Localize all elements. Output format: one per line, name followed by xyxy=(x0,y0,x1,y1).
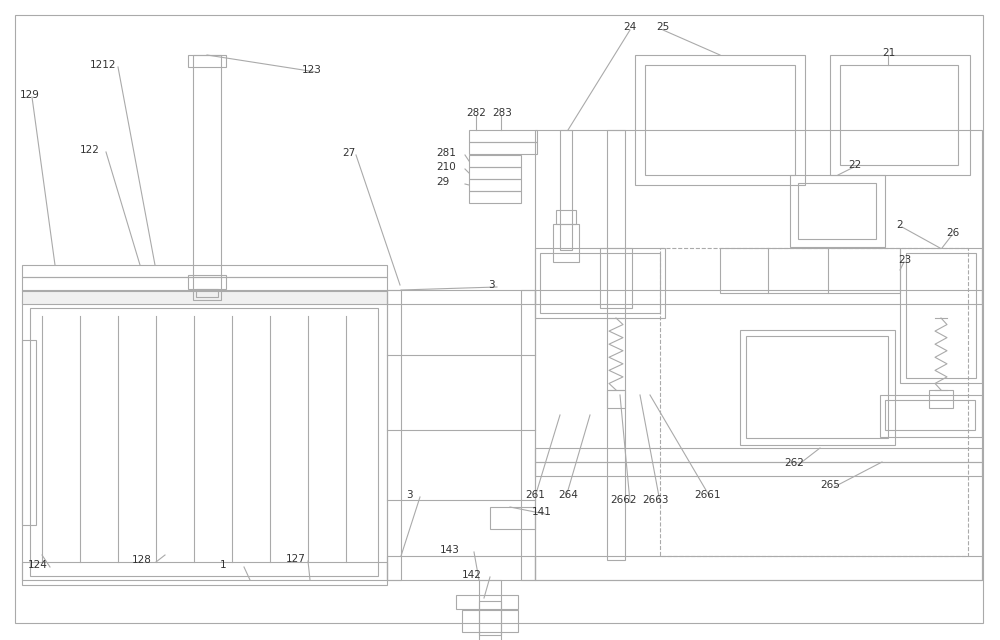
Text: 261: 261 xyxy=(525,490,545,500)
Bar xyxy=(196,289,218,297)
Bar xyxy=(740,330,895,445)
Bar xyxy=(600,248,632,308)
Text: 262: 262 xyxy=(784,458,804,468)
Bar xyxy=(22,265,387,277)
Text: 1: 1 xyxy=(220,560,227,570)
Text: 143: 143 xyxy=(440,545,460,555)
Text: 210: 210 xyxy=(436,162,456,172)
Bar xyxy=(840,65,958,165)
Bar xyxy=(469,179,521,191)
Bar xyxy=(535,130,982,580)
Bar xyxy=(607,130,625,560)
Bar xyxy=(469,167,521,179)
Bar xyxy=(880,395,982,437)
Bar xyxy=(635,55,805,185)
Text: 3: 3 xyxy=(488,280,495,290)
Bar xyxy=(607,390,625,408)
Bar xyxy=(22,290,387,304)
Bar xyxy=(462,610,518,632)
Text: 127: 127 xyxy=(286,554,306,564)
Bar xyxy=(30,308,378,576)
Bar xyxy=(479,580,501,635)
Bar xyxy=(193,55,221,300)
Text: 21: 21 xyxy=(882,48,895,58)
Bar xyxy=(660,248,968,556)
Bar xyxy=(553,224,579,262)
Bar xyxy=(188,275,226,289)
Bar xyxy=(798,183,876,239)
Bar xyxy=(906,253,976,378)
Text: 2661: 2661 xyxy=(694,490,720,500)
Bar xyxy=(790,175,885,247)
Bar xyxy=(746,336,888,438)
Bar xyxy=(556,210,576,224)
Text: 129: 129 xyxy=(20,90,40,100)
Bar xyxy=(22,277,387,291)
Bar xyxy=(387,556,535,580)
Bar xyxy=(469,142,537,154)
Bar xyxy=(645,65,795,175)
Bar xyxy=(830,55,970,175)
Text: 26: 26 xyxy=(946,228,959,238)
Text: 123: 123 xyxy=(302,65,322,75)
Text: 25: 25 xyxy=(656,22,669,32)
Text: 3: 3 xyxy=(406,490,413,500)
Text: 22: 22 xyxy=(848,160,861,170)
Text: 122: 122 xyxy=(80,145,100,155)
Bar xyxy=(535,448,982,462)
Bar xyxy=(540,253,660,313)
Bar xyxy=(521,290,535,580)
Text: 2: 2 xyxy=(896,220,903,230)
Text: 24: 24 xyxy=(623,22,636,32)
Bar xyxy=(188,55,226,67)
Bar xyxy=(22,300,387,585)
Text: 283: 283 xyxy=(492,108,512,118)
Bar xyxy=(535,556,982,580)
Bar xyxy=(535,462,982,476)
Bar xyxy=(885,400,975,430)
Bar xyxy=(560,130,572,250)
Bar xyxy=(479,601,501,640)
Bar xyxy=(929,390,953,408)
Text: 1212: 1212 xyxy=(90,60,117,70)
Text: 281: 281 xyxy=(436,148,456,158)
Text: 2663: 2663 xyxy=(642,495,668,505)
Bar xyxy=(387,290,401,580)
Bar xyxy=(22,562,387,580)
Bar xyxy=(22,340,36,525)
Text: 142: 142 xyxy=(462,570,482,580)
Bar xyxy=(535,290,982,304)
Bar xyxy=(469,191,521,203)
Bar xyxy=(469,155,521,167)
Text: 265: 265 xyxy=(820,480,840,490)
Text: 2662: 2662 xyxy=(610,495,637,505)
Bar xyxy=(720,248,900,293)
Text: 128: 128 xyxy=(132,555,152,565)
Text: 23: 23 xyxy=(898,255,911,265)
Text: 141: 141 xyxy=(532,507,552,517)
Bar xyxy=(535,248,665,318)
Bar xyxy=(387,290,535,304)
Bar xyxy=(456,595,518,609)
Text: 264: 264 xyxy=(558,490,578,500)
Text: 27: 27 xyxy=(342,148,355,158)
Bar xyxy=(490,507,535,529)
Bar xyxy=(900,248,982,383)
Bar xyxy=(469,130,537,142)
Text: 282: 282 xyxy=(466,108,486,118)
Text: 124: 124 xyxy=(28,560,48,570)
Text: 29: 29 xyxy=(436,177,449,187)
